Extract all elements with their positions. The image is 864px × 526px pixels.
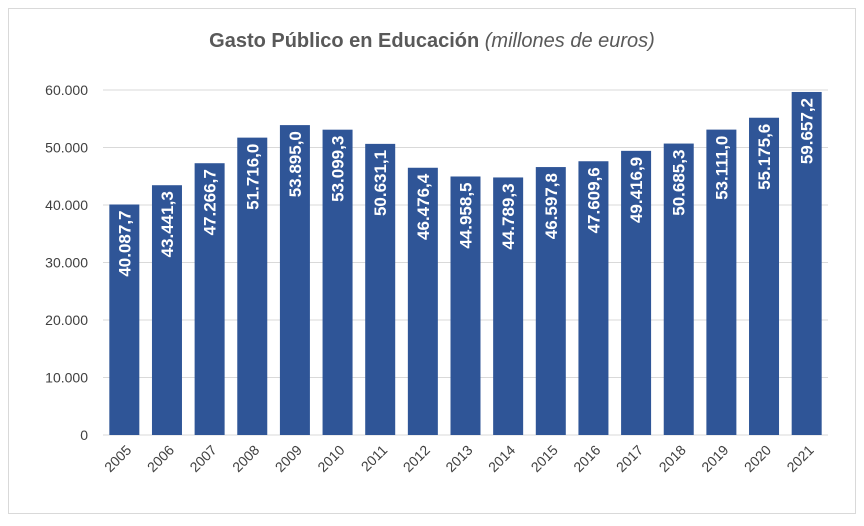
bar bbox=[791, 91, 822, 435]
bar bbox=[365, 143, 396, 436]
data-label: 46.476,4 bbox=[414, 173, 433, 240]
bar bbox=[109, 204, 140, 435]
y-tick-label: 0 bbox=[80, 427, 88, 443]
data-label: 46.597,8 bbox=[542, 173, 561, 239]
data-label: 50.631,1 bbox=[371, 150, 390, 216]
x-tick-label: 2020 bbox=[741, 442, 774, 475]
x-tick-label: 2006 bbox=[144, 442, 177, 475]
x-tick-label: 2009 bbox=[272, 442, 305, 475]
data-label: 55.175,6 bbox=[755, 124, 774, 190]
x-tick-label: 2017 bbox=[613, 442, 646, 475]
data-label: 53.111,0 bbox=[712, 136, 731, 200]
bar bbox=[450, 176, 481, 435]
y-tick-label: 30.000 bbox=[45, 255, 88, 271]
data-label: 47.609,6 bbox=[584, 167, 603, 233]
y-tick-label: 60.000 bbox=[45, 82, 88, 98]
x-tick-label: 2015 bbox=[528, 442, 561, 475]
y-tick-label: 10.000 bbox=[45, 370, 88, 386]
data-label: 44.789,3 bbox=[499, 183, 518, 249]
bar bbox=[407, 167, 438, 436]
x-tick-label: 2007 bbox=[186, 442, 219, 475]
x-tick-label: 2018 bbox=[656, 442, 689, 475]
x-tick-label: 2011 bbox=[358, 442, 391, 475]
data-label: 49.416,9 bbox=[627, 157, 646, 223]
chart-subtitle: (millones de euros) bbox=[484, 30, 655, 52]
x-tick-label: 2019 bbox=[698, 442, 731, 475]
x-tick-label: 2016 bbox=[570, 442, 603, 475]
y-tick-label: 20.000 bbox=[45, 312, 88, 328]
bar bbox=[194, 163, 225, 435]
bar bbox=[663, 143, 694, 436]
bar bbox=[621, 150, 652, 435]
data-label: 40.087,7 bbox=[115, 210, 134, 276]
data-label: 47.266,7 bbox=[201, 169, 220, 235]
data-label: 53.895,0 bbox=[286, 131, 305, 197]
x-tick-label: 2012 bbox=[400, 442, 433, 475]
x-tick-label: 2008 bbox=[229, 442, 262, 475]
x-tick-label: 2005 bbox=[101, 442, 134, 475]
x-tick-label: 2014 bbox=[485, 442, 518, 475]
data-label: 44.958,5 bbox=[457, 182, 476, 248]
data-label: 50.685,3 bbox=[670, 150, 689, 216]
data-label: 43.441,3 bbox=[158, 191, 177, 257]
data-label: 51.716,0 bbox=[243, 144, 262, 210]
x-tick-label: 2010 bbox=[314, 442, 347, 475]
y-tick-label: 50.000 bbox=[45, 140, 88, 156]
bar bbox=[322, 129, 353, 436]
x-tick-label: 2013 bbox=[442, 442, 475, 475]
bar bbox=[535, 167, 566, 435]
bar bbox=[578, 161, 609, 435]
bar bbox=[237, 137, 268, 435]
data-label: 59.657,2 bbox=[798, 98, 817, 164]
x-tick-label: 2021 bbox=[783, 442, 816, 475]
data-label: 53.099,3 bbox=[329, 136, 348, 202]
bar bbox=[706, 129, 737, 435]
bar bbox=[749, 117, 780, 436]
chart-title-main: Gasto Público en Educación bbox=[209, 30, 480, 52]
chart-title: Gasto Público en Educación (millones de … bbox=[0, 30, 864, 53]
bar bbox=[151, 185, 182, 435]
bar bbox=[493, 177, 524, 435]
y-tick-label: 40.000 bbox=[45, 197, 88, 213]
bar bbox=[279, 125, 310, 435]
